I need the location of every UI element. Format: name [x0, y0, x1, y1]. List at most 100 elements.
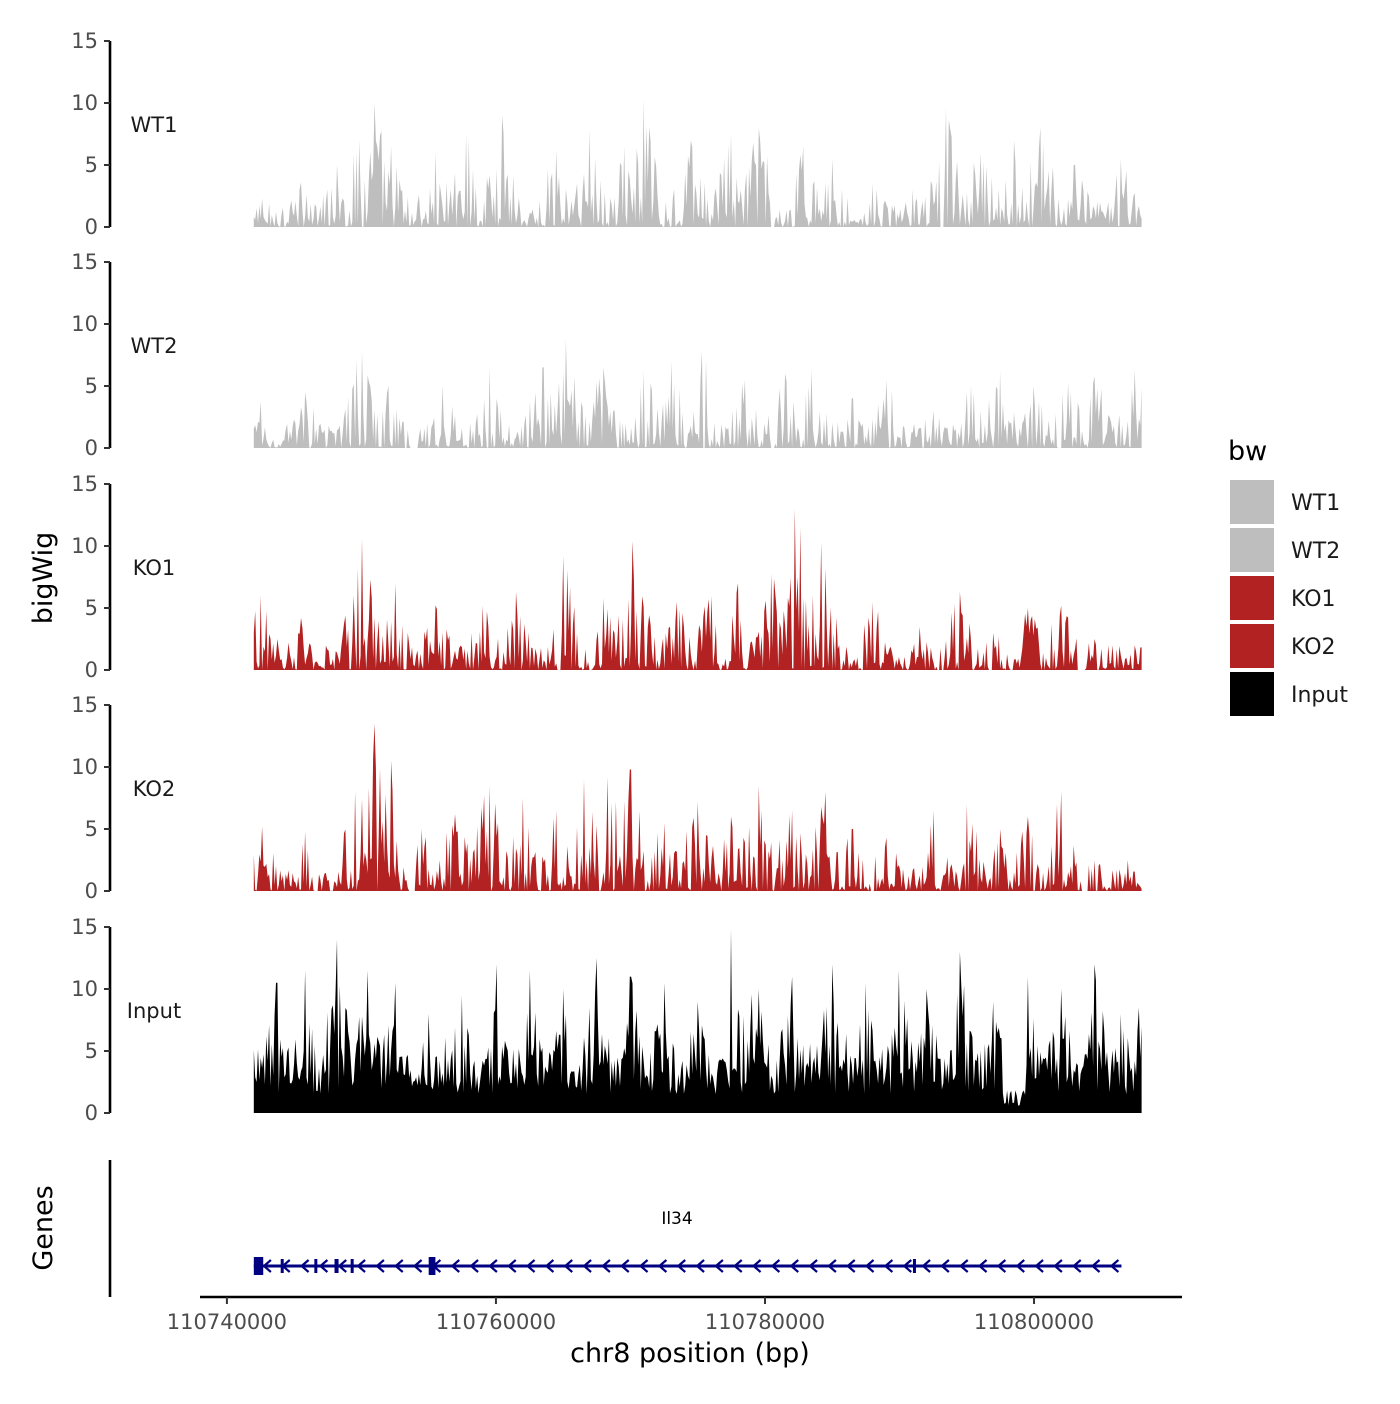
legend-key-ko2: [1230, 624, 1274, 668]
legend-title: bw: [1228, 436, 1267, 467]
track-ko1: 0 5 10 15 KO1: [71, 472, 1142, 682]
legend-label-input: Input: [1291, 683, 1348, 708]
legend-key-input: [1230, 672, 1274, 716]
legend-label-wt2: WT2: [1291, 539, 1340, 564]
strand-arrow: [488, 1259, 498, 1273]
y-tick-label: 15: [71, 250, 98, 274]
y-tick-label: 10: [71, 91, 98, 115]
track-label: WT1: [131, 113, 178, 137]
y-axis-title: bigWig: [28, 532, 59, 625]
legend-key-wt2: [1230, 528, 1274, 572]
track-label: KO2: [133, 777, 176, 801]
y-tick-label: 15: [71, 29, 98, 53]
strand-arrow: [1090, 1259, 1101, 1273]
strand-arrow: [770, 1259, 781, 1273]
strand-arrow: [1109, 1259, 1120, 1273]
strand-arrow: [469, 1259, 479, 1273]
y-tick-label: 10: [71, 534, 98, 558]
strand-arrow: [375, 1259, 385, 1273]
strand-arrow: [940, 1259, 950, 1273]
y-tick-label: 5: [85, 374, 98, 398]
y-tick-label: 10: [71, 312, 98, 336]
strand-arrow: [1034, 1259, 1044, 1273]
track-label: Input: [127, 999, 181, 1023]
x-tick-label: 110740000: [167, 1310, 287, 1334]
y-tick-label: 10: [71, 977, 98, 1001]
strand-arrow: [620, 1259, 630, 1273]
strand-arrow: [525, 1259, 536, 1273]
strand-arrow: [921, 1259, 931, 1273]
strand-arrow: [695, 1259, 705, 1273]
strand-arrow: [356, 1259, 366, 1273]
strand-arrow: [318, 1259, 329, 1273]
coverage-area-ko2: [253, 723, 1142, 891]
strand-arrow: [864, 1259, 875, 1273]
y-tick-label: 15: [71, 472, 98, 496]
tracks-layer: 0 5 10 15 WT1 0 5 10 15 WT2 0 5 10 15 KO1 0 5 10 15 KO2 0 5 10…: [71, 29, 1142, 1125]
strand-arrow: [733, 1259, 743, 1273]
strand-arrow: [996, 1259, 1007, 1273]
gene-exon: [314, 1259, 318, 1273]
genes-axis-title: Genes: [28, 1185, 59, 1270]
strand-arrow: [507, 1259, 517, 1273]
gene-exon: [280, 1259, 284, 1273]
gene-name-label: Il34: [661, 1209, 692, 1229]
strand-arrow: [751, 1259, 762, 1273]
coverage-area-input: [253, 929, 1142, 1113]
y-tick-label: 0: [85, 879, 98, 903]
coverage-area-wt2: [253, 338, 1142, 448]
y-tick-label: 5: [85, 1039, 98, 1063]
y-tick-label: 10: [71, 755, 98, 779]
y-tick-label: 15: [71, 693, 98, 717]
x-tick-label: 110760000: [436, 1310, 556, 1334]
strand-arrow: [676, 1259, 686, 1273]
strand-arrow: [412, 1259, 423, 1273]
strand-arrow: [657, 1259, 668, 1273]
strand-arrow: [1015, 1259, 1025, 1273]
legend-label-wt1: WT1: [1291, 491, 1340, 516]
strand-arrow: [1072, 1259, 1082, 1273]
strand-arrow: [883, 1259, 894, 1273]
track-label: WT2: [131, 334, 178, 358]
strand-arrow: [1053, 1259, 1063, 1273]
strand-arrow: [450, 1259, 460, 1273]
track-input: 0 5 10 15 Input: [71, 915, 1142, 1125]
gene-exon: [912, 1259, 916, 1273]
x-tick-label: 110780000: [705, 1310, 825, 1334]
coverage-area-ko1: [253, 508, 1142, 670]
gene-exon: [334, 1259, 339, 1273]
strand-arrow: [902, 1259, 912, 1273]
strand-arrow: [601, 1259, 611, 1273]
strand-arrow: [714, 1259, 724, 1273]
y-tick-label: 0: [85, 658, 98, 682]
legend-key-ko1: [1230, 576, 1274, 620]
track-wt2: 0 5 10 15 WT2: [71, 250, 1142, 460]
strand-arrow: [638, 1259, 649, 1273]
strand-arrow: [299, 1259, 310, 1273]
strand-arrow: [394, 1259, 404, 1273]
strand-arrow: [544, 1259, 555, 1273]
strand-arrow: [262, 1259, 272, 1273]
x-axis: 110740000 110760000 110780000 110800000: [167, 1295, 1182, 1334]
x-axis-title: chr8 position (bp): [570, 1338, 810, 1369]
gene-exon: [350, 1259, 354, 1273]
strand-arrow: [827, 1259, 837, 1273]
track-ko2: 0 5 10 15 KO2: [71, 693, 1142, 903]
strand-arrow: [582, 1259, 592, 1273]
coverage-area-wt1: [253, 99, 1142, 227]
strand-arrow: [789, 1259, 799, 1273]
x-tick-label: 110800000: [974, 1310, 1094, 1334]
gene-track: Il34: [108, 1160, 1122, 1297]
legend-label-ko1: KO1: [1291, 587, 1336, 612]
strand-arrow: [959, 1259, 969, 1273]
legend-key-wt1: [1230, 480, 1274, 524]
y-tick-label: 0: [85, 436, 98, 460]
y-tick-label: 0: [85, 1101, 98, 1125]
track-wt1: 0 5 10 15 WT1: [71, 29, 1142, 239]
y-tick-label: 5: [85, 817, 98, 841]
strand-arrow: [977, 1259, 988, 1273]
y-tick-label: 5: [85, 153, 98, 177]
strand-arrow: [337, 1259, 347, 1273]
